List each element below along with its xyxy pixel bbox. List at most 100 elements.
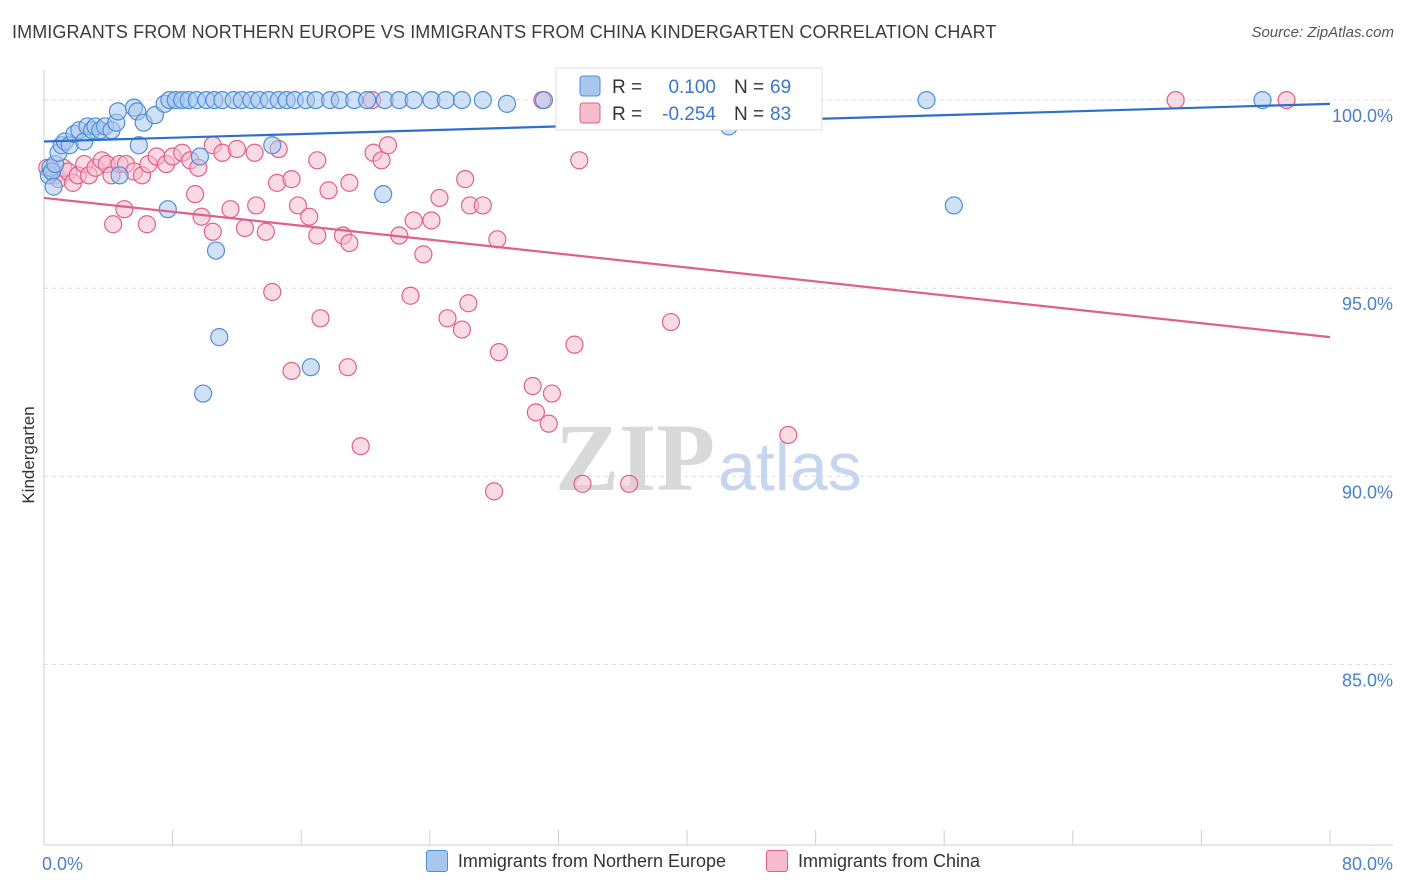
northern-europe-point [917,90,936,110]
northern-europe-point [44,177,63,196]
y-tick-label: 95.0% [1342,294,1393,314]
china-point [573,474,592,493]
china-point [1166,90,1185,110]
china-point [186,185,205,204]
stats-n-label: N = [734,77,764,98]
china-point [192,207,211,226]
northern-europe-point [206,241,226,260]
china-point [438,309,457,328]
northern-europe-point [358,90,377,110]
northern-europe-point [436,90,455,110]
y-tick-label: 100.0% [1332,106,1393,126]
china-point [115,200,134,219]
china-point [372,151,391,170]
legend-swatch-pink [766,850,789,872]
china-point [485,482,504,501]
y-tick-label: 85.0% [1342,670,1393,690]
china-point [263,282,282,302]
y-axis-title: Kindergarten [19,406,38,503]
china-point [401,286,420,305]
china-point [319,181,338,200]
stats-r-label: R = [612,104,642,125]
watermark-zip: ZIP [555,404,715,511]
china-point [245,143,264,162]
china-point [247,196,266,215]
axes [43,70,1393,846]
northern-europe-point [497,94,517,113]
chart-title: IMMIGRANTS FROM NORTHERN EUROPE VS IMMIG… [12,22,997,42]
china-points [38,90,1296,501]
china-point [459,294,478,313]
china-point [300,207,319,226]
china-point [203,222,222,241]
northern-europe-point [194,384,213,403]
northern-europe-point [129,136,148,155]
stats-r-label: R = [612,77,642,98]
china-point [430,188,449,208]
china-point [489,343,509,362]
china-point [570,151,589,170]
northern-europe-point [452,90,472,110]
china-point [288,196,308,215]
china-point [221,200,240,219]
northern-europe-point [108,102,128,121]
china-point [542,384,562,403]
stats-swatch-blue [579,75,601,97]
china-point [473,196,492,215]
legend-label: Immigrants from Northern Europe [457,850,727,871]
source-label: Source: ZipAtlas.com [1251,24,1394,41]
northern-europe-point [263,136,282,155]
trend-lines [43,102,1331,339]
stats-n-value: 69 [770,77,791,98]
china-point [661,312,681,332]
china-point [340,233,359,253]
china-trend-line [43,196,1331,339]
china-point [539,414,558,433]
china-point [338,358,357,377]
northern-europe-point [301,358,320,377]
china-point [422,211,441,230]
gridlines [44,99,1393,665]
china-point [308,151,327,170]
stats-swatch-pink [579,102,601,124]
china-point [308,226,327,245]
northern-europe-point [944,196,963,215]
stats-r-value: 0.100 [668,77,716,98]
china-point [351,437,370,456]
stats-box: R = 0.100 N = 69 R = -0.254 N = 83 [555,67,823,131]
china-point [340,173,359,192]
northern-europe-point [473,90,492,110]
legend-swatch-blue [425,850,448,872]
northern-europe-point [110,166,129,185]
china-point [282,361,301,381]
china-point [526,403,545,422]
china-point [404,211,423,230]
china-point [137,215,156,234]
northern-europe-point [374,185,393,204]
northern-europe-point [534,90,554,110]
china-point [779,425,798,445]
x-tick-label-left: 0.0% [42,854,83,874]
northern-europe-point [1253,90,1272,110]
china-point [456,170,475,189]
china-point [282,170,301,189]
northern-europe-points [39,90,1272,403]
china-point [378,136,398,155]
stats-r-value: -0.254 [662,104,716,125]
northern-europe-point [404,90,423,110]
legend: Immigrants from Northern Europe Immigran… [0,850,1406,872]
legend-item-northern-europe: Immigrants from Northern Europe [425,850,727,872]
x-tick-label-right: 80.0% [1342,854,1393,874]
china-point [414,245,433,264]
legend-label: Immigrants from China [798,850,981,871]
china-point [620,474,639,493]
stats-n-value: 83 [770,104,791,125]
china-point [311,309,330,328]
y-tick-labels: 100.0% 95.0% 90.0% 85.0% [1332,106,1393,690]
china-point [104,215,123,234]
stats-n-label: N = [734,104,764,125]
china-point [256,222,275,241]
northern-europe-point [158,200,177,219]
china-point [235,218,255,238]
